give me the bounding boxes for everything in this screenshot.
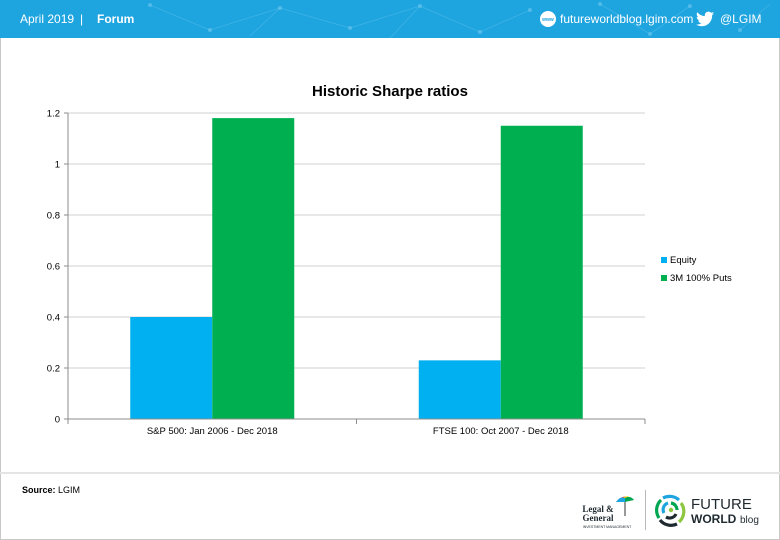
legend-label: 3M 100% Puts	[670, 273, 732, 284]
twitter-handle-link[interactable]: @LGIM	[720, 12, 762, 26]
source-value: LGIM	[58, 485, 81, 495]
svg-text:www: www	[541, 17, 554, 23]
bar-3m-100-puts-1	[500, 125, 583, 419]
y-tick-label: 0.4	[47, 313, 60, 324]
y-tick-label: 1	[55, 160, 60, 171]
footer-divider	[0, 472, 780, 474]
lg-logo-line1: Legal &	[582, 504, 614, 514]
source-label: Source:	[22, 485, 56, 495]
fw-logo-future: FUTURE	[691, 496, 752, 513]
bars	[130, 118, 583, 419]
y-tick-label: 0.2	[47, 364, 60, 375]
legend: Equity 3M 100% Puts	[661, 255, 732, 284]
header-section-link[interactable]: Forum	[97, 12, 135, 26]
website-link[interactable]: futureworldblog.lgim.com	[560, 12, 694, 26]
fw-logo-world: WORLD	[691, 512, 737, 526]
network-pattern	[148, 2, 771, 38]
header-date: April 2019	[20, 12, 75, 26]
legend-swatch	[661, 257, 667, 263]
sharpe-ratio-chart: Historic Sharpe ratios 0 0.2 0.4 0.6 0.8 1 1.2…	[47, 83, 732, 437]
bar-equity-1	[418, 360, 501, 419]
bar-equity-0	[130, 317, 213, 419]
header-bar: April 2019 | Forum www futureworldblog.l…	[0, 0, 780, 38]
chart-title: Historic Sharpe ratios	[312, 83, 468, 100]
x-axis: S&P 500: Jan 2006 - Dec 2018 FTSE 100: Oc…	[67, 418, 646, 437]
legend-label: Equity	[670, 255, 697, 266]
legend-swatch	[661, 275, 667, 281]
lg-logo-line3: INVESTMENT MANAGEMENT	[583, 525, 632, 529]
lg-logo-line2: General	[583, 513, 614, 523]
x-category-label: S&P 500: Jan 2006 - Dec 2018	[147, 426, 278, 437]
y-tick-label: 0.8	[47, 211, 60, 222]
legal-general-logo: Legal & General INVESTMENT MANAGEMENT	[582, 496, 634, 529]
www-globe-icon[interactable]: www	[540, 11, 556, 27]
x-category-label: FTSE 100: Oct 2007 - Dec 2018	[433, 426, 569, 437]
y-axis: 0 0.2 0.4 0.6 0.8 1 1.2	[47, 109, 69, 426]
logo-divider	[645, 490, 646, 530]
future-world-blog-logo: FUTURE WORLD blog	[655, 494, 759, 527]
header-separator: |	[80, 12, 84, 26]
bar-3m-100-puts-0	[212, 118, 295, 419]
fw-logo-blog: blog	[740, 515, 759, 526]
y-tick-label: 0	[55, 415, 60, 426]
twitter-bird-icon[interactable]	[696, 11, 714, 27]
y-tick-label: 1.2	[47, 109, 60, 120]
y-tick-label: 0.6	[47, 262, 60, 273]
source-note: Source: LGIM	[22, 485, 80, 495]
